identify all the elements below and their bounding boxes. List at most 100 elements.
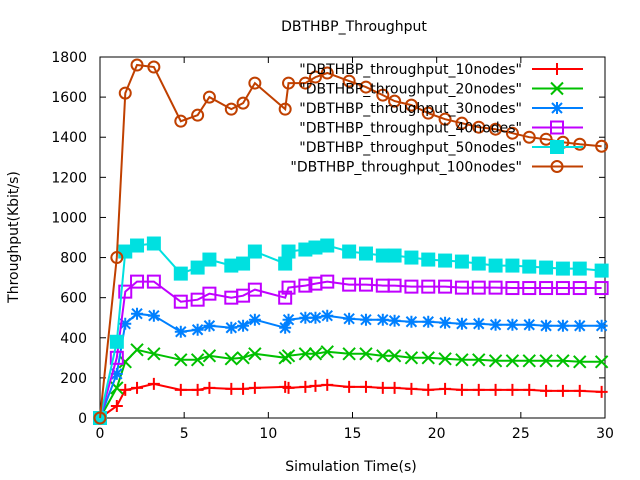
data-point (225, 321, 238, 334)
data-point (539, 260, 554, 275)
y-tick-label: 1200 (51, 170, 87, 186)
data-point (359, 380, 372, 393)
data-point (489, 318, 502, 331)
data-point (298, 278, 313, 293)
data-point (376, 88, 390, 102)
data-point (594, 281, 609, 296)
data-point (236, 351, 250, 365)
legend-marker (550, 120, 564, 135)
data-point (282, 381, 295, 394)
data-point (191, 323, 204, 336)
y-tick-label: 1000 (51, 210, 87, 226)
data-point (376, 381, 389, 394)
chart-title: DBTHBP_Throughput (281, 19, 427, 35)
y-tick-label: 600 (60, 291, 87, 307)
data-point (299, 380, 312, 393)
x-axis: 0 5 10 15 20 25 30 (96, 57, 614, 442)
data-point (472, 120, 486, 134)
data-point (404, 250, 419, 265)
data-point (109, 350, 124, 365)
data-point (190, 260, 205, 275)
data-point (556, 319, 569, 332)
legend-marker (550, 140, 564, 154)
data-point (540, 319, 553, 332)
data-point (131, 381, 144, 394)
data-point (320, 274, 335, 289)
series-line (99, 280, 602, 419)
data-point (421, 252, 436, 267)
data-point (191, 108, 205, 122)
data-point (130, 238, 145, 253)
data-point (147, 309, 160, 322)
y-tick-label: 1800 (51, 50, 87, 66)
data-point (237, 319, 250, 332)
data-point (202, 349, 217, 363)
data-point (471, 280, 486, 295)
legend-label: "DBTHBP_throughput_20nodes" (299, 82, 522, 98)
data-point (248, 381, 261, 394)
data-point (281, 280, 296, 295)
data-point (454, 254, 469, 269)
data-point (388, 314, 401, 327)
data-point (595, 319, 608, 332)
data-point (299, 311, 312, 324)
data-point (388, 94, 402, 108)
legend-marker (550, 160, 564, 173)
y-tick-label: 0 (78, 411, 87, 427)
data-point (202, 90, 216, 104)
data-point (225, 382, 238, 395)
data-point (298, 76, 312, 90)
data-point (489, 122, 503, 136)
data-point (248, 76, 262, 90)
data-point (438, 253, 453, 268)
data-point (146, 236, 161, 251)
data-point (308, 70, 322, 84)
series-3 (94, 307, 608, 424)
data-point (387, 349, 402, 363)
data-point (555, 261, 570, 276)
data-point (488, 258, 503, 273)
data-point (309, 311, 322, 324)
data-point (404, 351, 419, 365)
data-point (489, 383, 502, 396)
series-1 (94, 377, 608, 424)
data-point (555, 281, 570, 296)
data-point (282, 76, 296, 90)
data-point (421, 106, 435, 120)
data-point (359, 80, 373, 94)
x-tick-label: 15 (344, 426, 362, 442)
series-2 (93, 343, 609, 425)
data-point (573, 137, 587, 151)
legend-marker (551, 63, 563, 75)
x-tick-label: 25 (512, 426, 530, 442)
data-point (174, 325, 187, 338)
data-point (110, 251, 124, 265)
x-tick-label: 30 (596, 426, 614, 442)
data-point (387, 248, 402, 263)
data-point (455, 353, 469, 367)
y-tick-label: 800 (60, 251, 87, 267)
data-point (343, 380, 356, 393)
data-point (247, 244, 262, 259)
data-point (523, 383, 536, 396)
data-point (173, 294, 188, 309)
data-point (308, 240, 323, 255)
data-point (248, 313, 261, 326)
data-point (118, 355, 132, 369)
x-tick-label: 20 (428, 426, 446, 442)
data-point (455, 116, 469, 130)
data-point (203, 319, 216, 332)
data-point (438, 112, 452, 126)
data-point (556, 354, 570, 368)
data-point (405, 382, 418, 395)
data-point (595, 385, 608, 398)
data-point (308, 347, 323, 361)
data-point (539, 354, 553, 368)
data-point (247, 282, 262, 297)
data-point (488, 280, 503, 295)
data-point (472, 353, 486, 367)
data-point (422, 315, 435, 328)
data-point (321, 309, 334, 322)
data-point (93, 411, 107, 425)
data-point (522, 281, 537, 296)
